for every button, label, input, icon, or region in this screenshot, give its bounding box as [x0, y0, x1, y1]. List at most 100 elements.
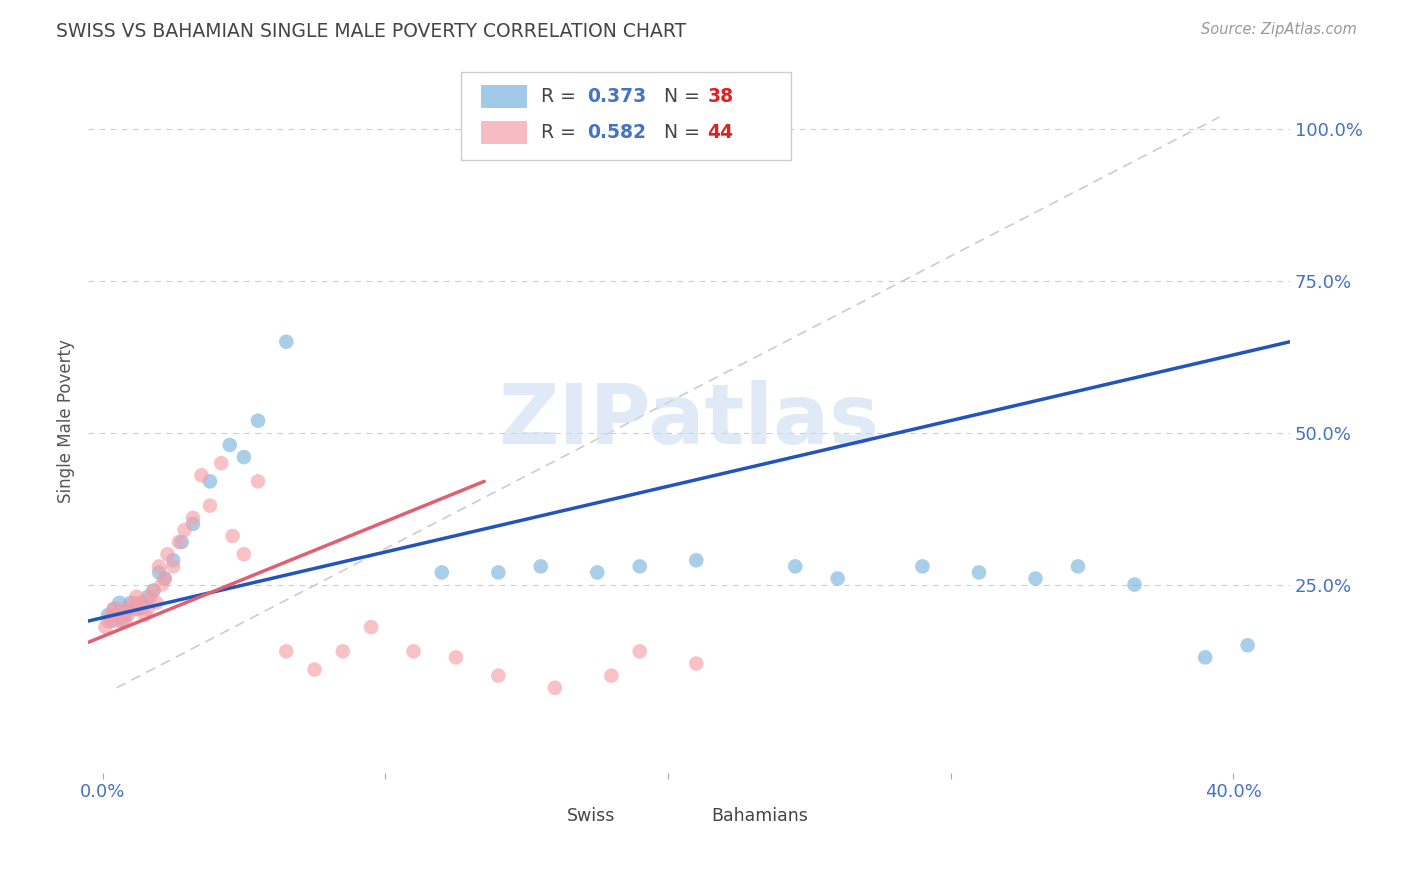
Point — [136, 590, 159, 604]
Point — [332, 644, 354, 658]
Point — [139, 590, 162, 604]
Point — [1067, 559, 1090, 574]
Text: SWISS VS BAHAMIAN SINGLE MALE POVERTY CORRELATION CHART: SWISS VS BAHAMIAN SINGLE MALE POVERTY CO… — [56, 22, 686, 41]
Point — [276, 334, 298, 349]
Bar — [533, 805, 560, 826]
Point — [114, 607, 136, 622]
Point — [967, 566, 990, 580]
Text: R =: R = — [541, 123, 582, 143]
Point — [911, 559, 934, 574]
Point — [167, 535, 190, 549]
Point — [685, 553, 707, 567]
Point — [628, 644, 651, 658]
Point — [117, 602, 139, 616]
Point — [1236, 638, 1258, 652]
Point — [685, 657, 707, 671]
Point — [221, 529, 243, 543]
Point — [198, 499, 221, 513]
Point — [530, 559, 553, 574]
Point — [120, 602, 142, 616]
Point — [170, 535, 193, 549]
Bar — [678, 805, 703, 826]
Point — [105, 614, 128, 628]
Point — [181, 516, 204, 531]
Point — [125, 602, 148, 616]
Bar — [481, 121, 527, 145]
Text: Source: ZipAtlas.com: Source: ZipAtlas.com — [1201, 22, 1357, 37]
Point — [544, 681, 567, 695]
Point — [117, 607, 139, 622]
Text: Swiss: Swiss — [567, 806, 614, 824]
Point — [173, 523, 195, 537]
Point — [162, 559, 184, 574]
FancyBboxPatch shape — [461, 72, 792, 160]
Text: 38: 38 — [707, 87, 734, 106]
Text: 44: 44 — [707, 123, 733, 143]
Point — [586, 566, 609, 580]
Point — [131, 596, 153, 610]
Point — [125, 590, 148, 604]
Point — [785, 559, 807, 574]
Point — [111, 602, 134, 616]
Point — [136, 602, 159, 616]
Text: R =: R = — [541, 87, 582, 106]
Point — [162, 553, 184, 567]
Point — [97, 607, 120, 622]
Point — [100, 614, 122, 628]
Point — [148, 559, 170, 574]
Text: 0.582: 0.582 — [588, 123, 645, 143]
Text: 0.373: 0.373 — [588, 87, 647, 106]
Point — [232, 450, 254, 464]
Point — [247, 475, 270, 489]
Point — [131, 596, 153, 610]
Point — [142, 583, 165, 598]
Point — [120, 596, 142, 610]
Y-axis label: Single Male Poverty: Single Male Poverty — [58, 339, 75, 502]
Point — [150, 577, 173, 591]
Point — [105, 607, 128, 622]
Point — [304, 663, 326, 677]
Point — [114, 614, 136, 628]
Point — [218, 438, 240, 452]
Point — [486, 668, 509, 682]
Text: ZIPatlas: ZIPatlas — [499, 380, 880, 461]
Point — [97, 614, 120, 628]
Point — [103, 602, 125, 616]
Point — [198, 475, 221, 489]
Point — [153, 572, 176, 586]
Text: N =: N = — [652, 87, 706, 106]
Bar — [481, 85, 527, 108]
Point — [103, 602, 125, 616]
Point — [156, 547, 179, 561]
Point — [134, 607, 156, 622]
Point — [181, 510, 204, 524]
Point — [128, 602, 150, 616]
Point — [1194, 650, 1216, 665]
Point — [247, 414, 270, 428]
Point — [276, 644, 298, 658]
Point — [486, 566, 509, 580]
Point — [142, 583, 165, 598]
Text: Bahamians: Bahamians — [711, 806, 807, 824]
Point — [1123, 577, 1146, 591]
Point — [444, 650, 467, 665]
Point — [360, 620, 382, 634]
Point — [145, 596, 167, 610]
Point — [153, 572, 176, 586]
Point — [1025, 572, 1047, 586]
Point — [628, 559, 651, 574]
Point — [108, 596, 131, 610]
Point — [122, 596, 145, 610]
Point — [209, 456, 232, 470]
Point — [600, 668, 623, 682]
Point — [111, 614, 134, 628]
Point — [100, 607, 122, 622]
Point — [232, 547, 254, 561]
Text: N =: N = — [652, 123, 706, 143]
Point — [827, 572, 849, 586]
Point — [108, 607, 131, 622]
Point — [190, 468, 212, 483]
Point — [402, 644, 425, 658]
Point — [148, 566, 170, 580]
Point — [94, 620, 117, 634]
